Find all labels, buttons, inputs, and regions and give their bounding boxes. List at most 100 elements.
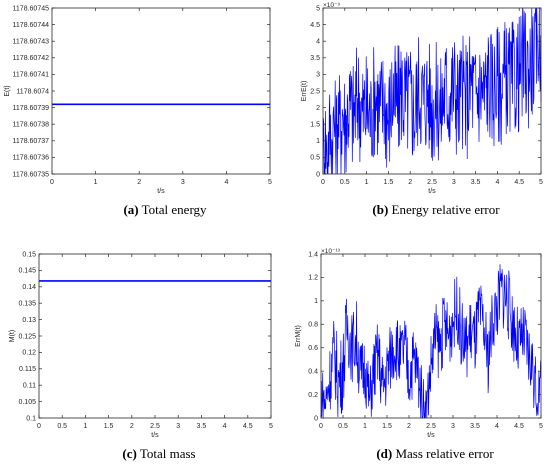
y-tick-label: 0 bbox=[314, 415, 318, 422]
x-axis-label: t/s bbox=[157, 188, 165, 195]
x-tick-label: 0 bbox=[37, 423, 41, 430]
y-tick-label: 1178.60743 bbox=[13, 39, 50, 46]
y-tick-label: 0.2 bbox=[308, 392, 318, 399]
y-axis-label: M(t) bbox=[9, 330, 16, 342]
x-axis-label: t/s bbox=[427, 432, 435, 439]
axis-exponent-label: ×10⁻⁹ bbox=[323, 2, 340, 9]
x-tick-label: 2 bbox=[407, 423, 411, 430]
x-tick-label: 2.5 bbox=[426, 423, 436, 430]
x-tick-label: 5 bbox=[539, 179, 543, 186]
caption-text: Total energy bbox=[139, 202, 207, 217]
x-tick-label: 0.5 bbox=[338, 423, 348, 430]
x-tick-label: 4 bbox=[223, 423, 227, 430]
y-tick-label: 1178.6074 bbox=[16, 88, 49, 95]
y-tick-label: 0.125 bbox=[18, 333, 36, 340]
y-tick-label: 0.8 bbox=[308, 322, 318, 329]
chart-panel-d: 0 0.5 1 1.5 2 2.5 3 3.5 4 4.5 5 0 0.2 0.4 0.6 0.8 1 1.2 1.… bbox=[295, 248, 543, 461]
x-tick-label: 0 bbox=[319, 423, 323, 430]
caption-text: Mass relative error bbox=[392, 446, 494, 461]
y-tick-label: 0.13 bbox=[22, 317, 36, 324]
y-tick-label: 0.12 bbox=[22, 350, 36, 357]
x-tick-label: 4 bbox=[495, 179, 499, 186]
data-series-line bbox=[320, 264, 542, 419]
subfigure-caption: (b) Energy relative error bbox=[372, 202, 500, 217]
x-tick-label: 0.5 bbox=[340, 179, 350, 186]
data-series-line bbox=[322, 7, 542, 175]
x-tick-label: 2 bbox=[130, 423, 134, 430]
y-tick-label: 4.5 bbox=[310, 22, 320, 29]
y-tick-label: 1 bbox=[314, 298, 318, 305]
x-tick-label: 4.5 bbox=[243, 423, 253, 430]
y-tick-label: 0.11 bbox=[23, 383, 36, 390]
x-tick-label: 1 bbox=[365, 179, 369, 186]
x-tick-label: 3.5 bbox=[471, 179, 481, 186]
y-tick-label: 0.14 bbox=[22, 284, 36, 291]
y-tick-label: 0 bbox=[316, 171, 320, 178]
y-tick-label: 2.5 bbox=[310, 88, 320, 95]
y-axis-label: E(t) bbox=[4, 85, 11, 96]
y-tick-label: 3.5 bbox=[310, 55, 320, 62]
axis-exponent-label: ×10⁻¹³ bbox=[321, 248, 341, 255]
y-tick-label: 1.5 bbox=[310, 122, 320, 129]
y-axis-label: ErrE(t) bbox=[301, 81, 308, 102]
x-tick-label: 0 bbox=[50, 179, 54, 186]
y-tick-label: 0.1 bbox=[26, 415, 36, 422]
y-tick-label: 1178.60736 bbox=[13, 155, 50, 162]
x-tick-label: 3 bbox=[176, 423, 180, 430]
x-tick-label: 1.5 bbox=[382, 423, 392, 430]
x-tick-label: 3 bbox=[181, 179, 185, 186]
y-tick-label: 0.4 bbox=[308, 368, 318, 375]
x-tick-label: 1 bbox=[83, 423, 87, 430]
caption-text: Energy relative error bbox=[388, 202, 500, 217]
x-tick-label: 0.5 bbox=[57, 423, 67, 430]
caption-text: Total mass bbox=[137, 446, 196, 461]
chart-panel-c: 0 0.5 1 1.5 2 2.5 3 3.5 4 4.5 5 0.1 0.105 0.11 0.115 0.… bbox=[9, 251, 273, 461]
y-tick-label: 1 bbox=[316, 138, 320, 145]
x-tick-label: 3 bbox=[452, 179, 456, 186]
x-tick-label: 4 bbox=[495, 423, 499, 430]
caption-letter: (c) bbox=[122, 446, 136, 461]
x-tick-label: 2.5 bbox=[427, 179, 437, 186]
caption-letter: (d) bbox=[376, 446, 392, 461]
y-tick-label: 1.2 bbox=[308, 275, 318, 282]
subfigure-caption: (a) Total energy bbox=[123, 202, 207, 217]
plot-area bbox=[39, 254, 271, 418]
x-tick-label: 0 bbox=[321, 179, 325, 186]
y-tick-label: 1178.60742 bbox=[13, 55, 50, 62]
y-tick-label: 3 bbox=[316, 72, 320, 79]
x-tick-label: 5 bbox=[269, 423, 273, 430]
y-tick-label: 0.6 bbox=[308, 345, 318, 352]
y-tick-label: 1178.60739 bbox=[13, 105, 50, 112]
y-tick-label: 1178.60737 bbox=[13, 138, 50, 145]
x-tick-label: 4.5 bbox=[514, 423, 524, 430]
plot-area bbox=[52, 8, 270, 174]
y-tick-label: 0.115 bbox=[19, 366, 36, 373]
x-tick-label: 1 bbox=[363, 423, 367, 430]
x-tick-label: 3.5 bbox=[197, 423, 207, 430]
x-tick-label: 2.5 bbox=[150, 423, 160, 430]
x-tick-label: 5 bbox=[539, 423, 543, 430]
y-tick-label: 1178.60735 bbox=[13, 171, 50, 178]
x-tick-label: 4.5 bbox=[514, 179, 524, 186]
x-axis-label: t/s bbox=[151, 432, 159, 439]
x-tick-label: 1.5 bbox=[384, 179, 394, 186]
y-tick-label: 4 bbox=[316, 39, 320, 46]
y-tick-label: 0.145 bbox=[18, 268, 36, 275]
y-tick-label: 1178.60741 bbox=[13, 72, 50, 79]
series-trace bbox=[320, 264, 542, 419]
chart-panel-b: 0 0.5 1 1.5 2 2.5 3 3.5 4 4.5 5 0 0.5 1 1.5 2 2.5 3 3.5 4 4.… bbox=[301, 2, 543, 217]
x-tick-label: 5 bbox=[268, 179, 272, 186]
caption-letter: (a) bbox=[123, 202, 138, 217]
x-tick-label: 1 bbox=[94, 179, 98, 186]
caption-letter: (b) bbox=[372, 202, 388, 217]
y-tick-label: 1178.60745 bbox=[13, 5, 50, 12]
y-tick-label: 0.5 bbox=[310, 155, 320, 162]
subfigure-caption: (d) Mass relative error bbox=[376, 446, 494, 461]
y-tick-label: 0.135 bbox=[18, 301, 36, 308]
x-tick-label: 1.5 bbox=[104, 423, 114, 430]
chart-panel-a: 0 1 2 3 4 5 1178.60735 1178.60736 1178.60737 1178… bbox=[4, 5, 272, 217]
y-tick-label: 1.4 bbox=[308, 251, 318, 258]
x-axis-label: t/s bbox=[428, 188, 436, 195]
y-tick-label: 0.15 bbox=[22, 251, 36, 258]
